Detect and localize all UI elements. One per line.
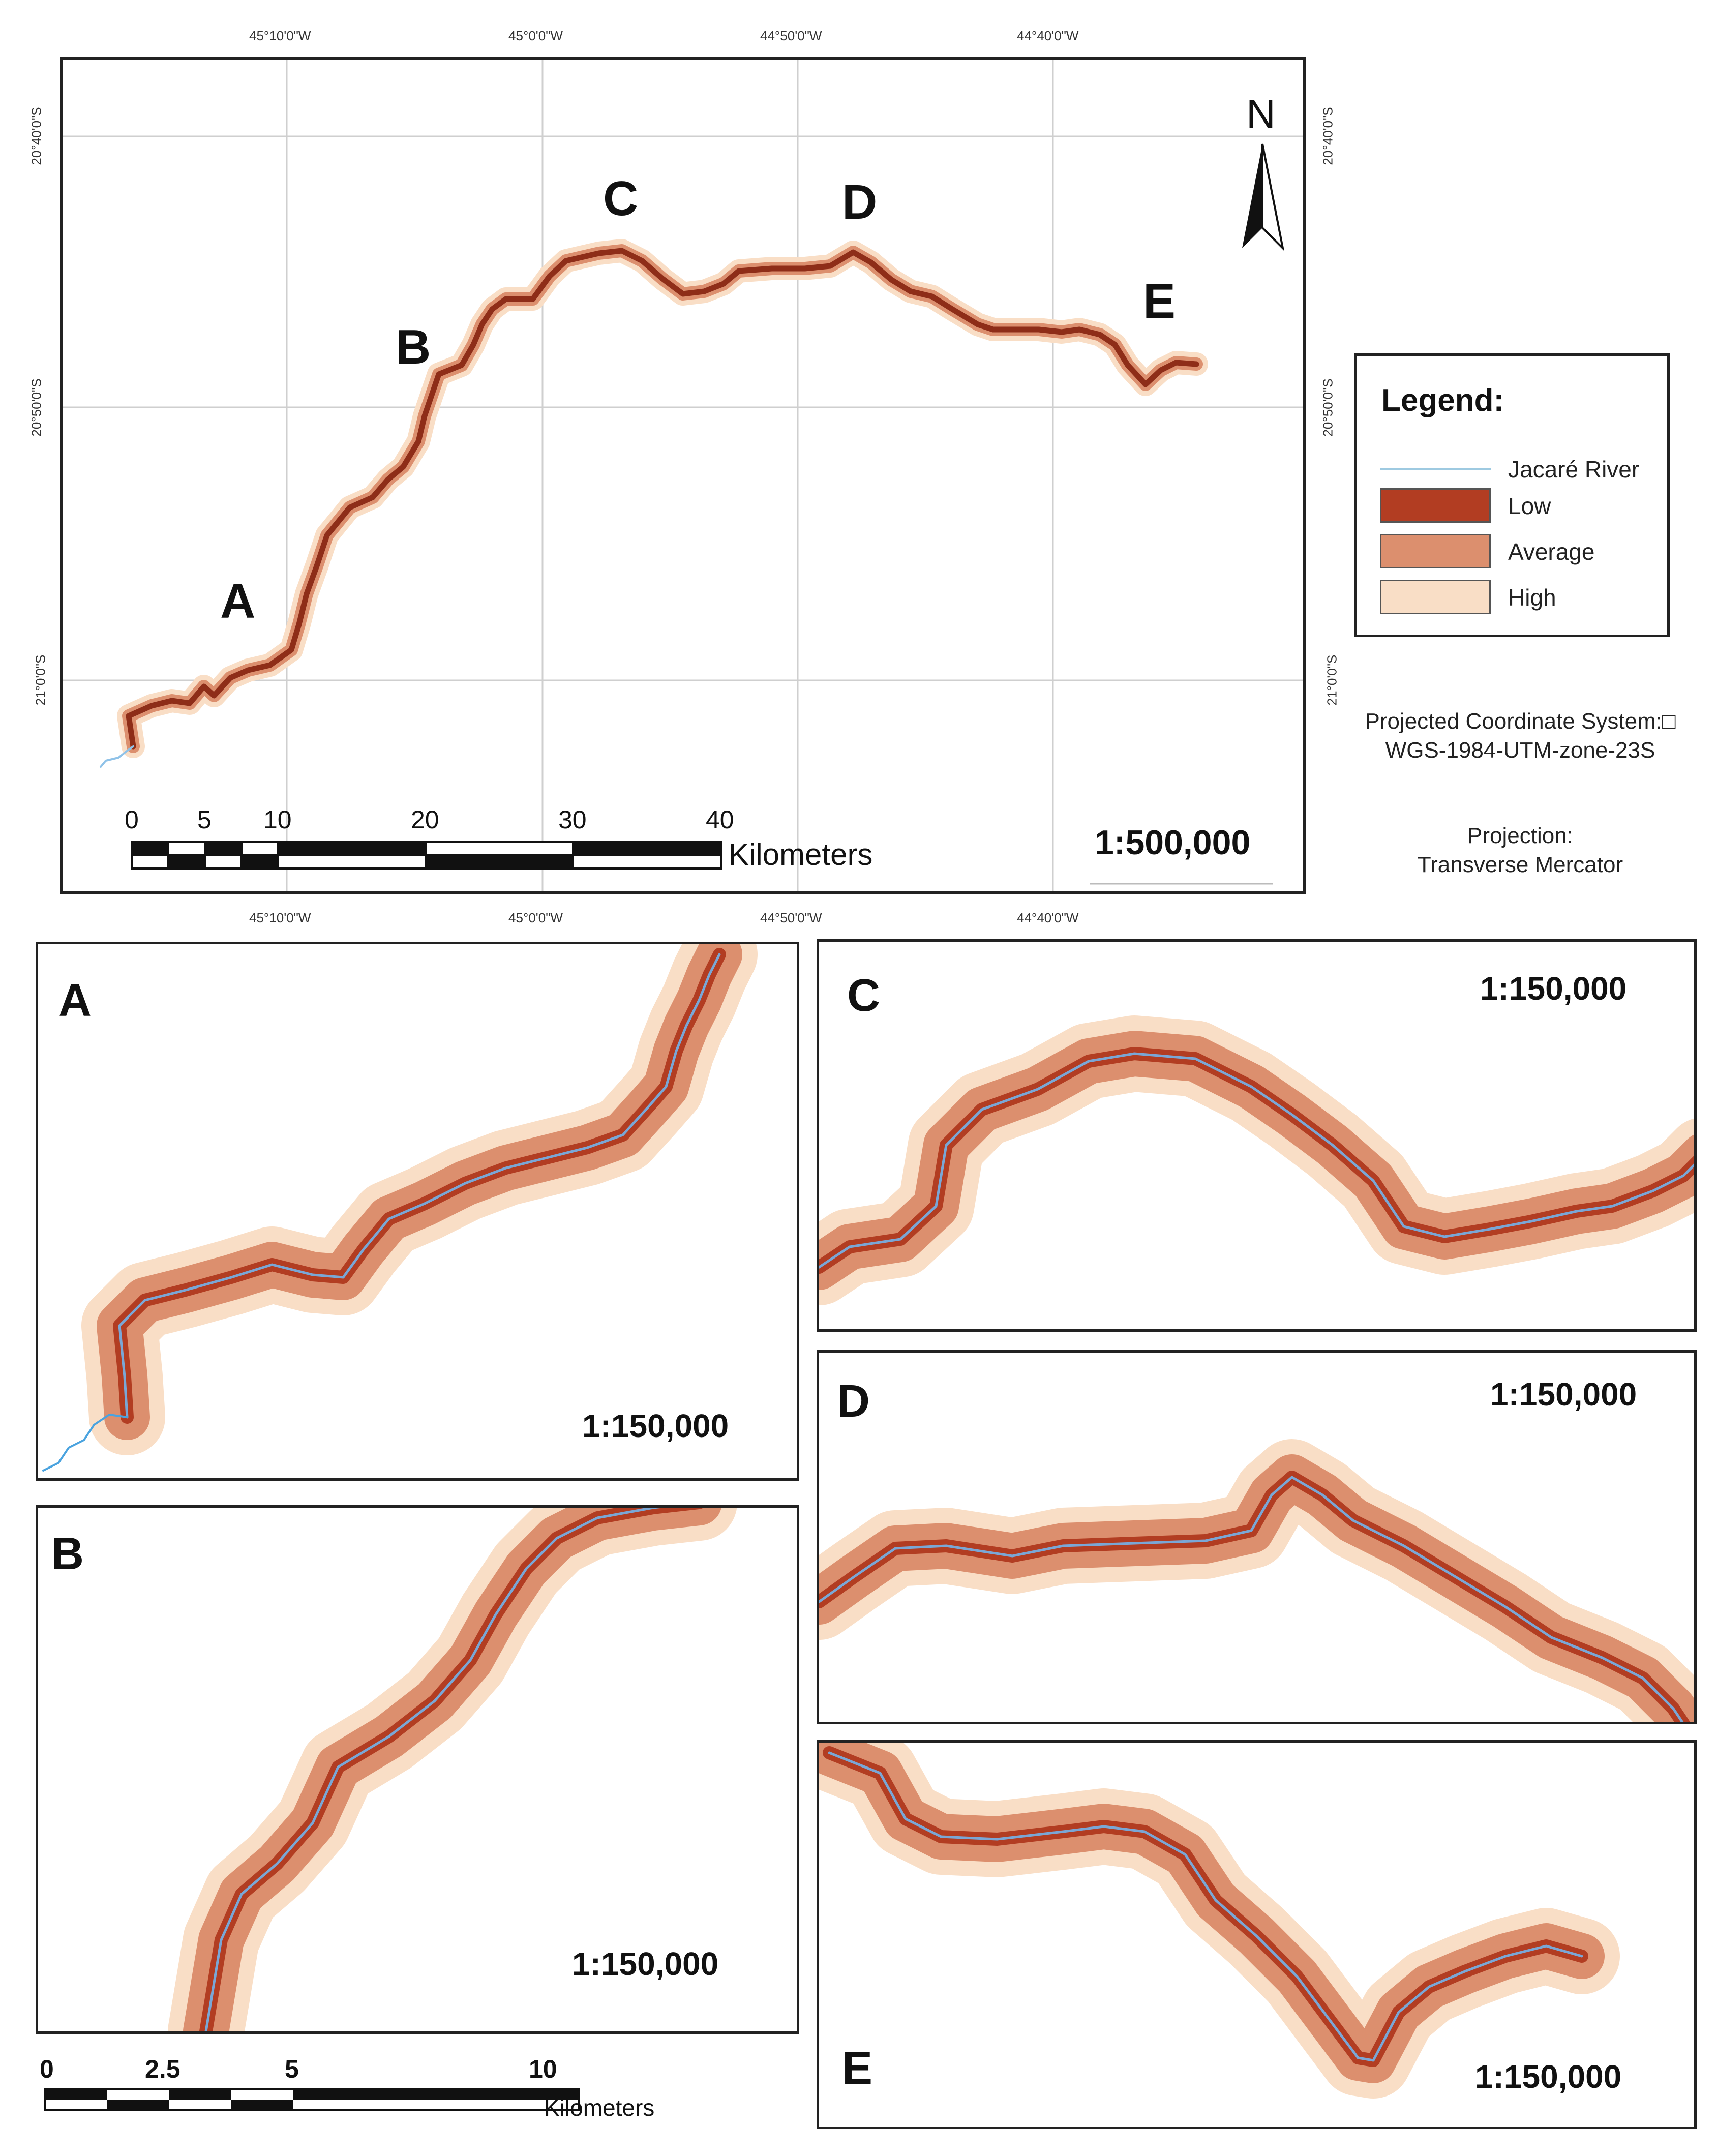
scale-tick-30: 30 bbox=[558, 805, 587, 834]
coordinate-system-value: WGS-1984-UTM-zone-23S bbox=[1385, 738, 1655, 763]
lon-bottom-2: 45°0'0"W bbox=[508, 910, 563, 925]
inset-a: A 1:150,000 bbox=[36, 942, 799, 1481]
inset-a-river-outlet bbox=[42, 1414, 128, 1472]
graticule bbox=[63, 60, 1303, 891]
lat-left-1: 20°40'0"S bbox=[28, 107, 44, 165]
inset-d-scale: 1:150,000 bbox=[1490, 1376, 1637, 1413]
lon-top-1: 45°10'0"W bbox=[249, 28, 311, 43]
site-label-b: B bbox=[396, 320, 431, 374]
coordinate-system-label: Projected Coordinate System:□ bbox=[1365, 709, 1676, 734]
north-label: N bbox=[1246, 91, 1276, 136]
lat-left-2: 20°50'0"S bbox=[28, 378, 44, 437]
legend-label-low: Low bbox=[1508, 493, 1551, 519]
legend-title: Legend: bbox=[1381, 383, 1504, 418]
projection-label: Projection: bbox=[1467, 823, 1573, 848]
inset-d-map[interactable] bbox=[819, 1353, 1694, 1722]
site-label-a: A bbox=[220, 574, 256, 628]
scale-unit: Kilometers bbox=[729, 837, 873, 872]
scale-tick-5: 5 bbox=[197, 805, 212, 834]
inset-d: D 1:150,000 bbox=[817, 1350, 1697, 1724]
inset-d-letter: D bbox=[837, 1376, 870, 1427]
legend-river-line bbox=[1380, 468, 1491, 470]
inset-scale-tick-0: 0 bbox=[40, 2055, 54, 2083]
inset-b-river bbox=[204, 1508, 665, 2031]
legend-item-river: Jacaré River bbox=[1380, 452, 1654, 487]
lon-bottom-4: 44°40'0"W bbox=[1017, 910, 1079, 925]
main-map-frame: A B C D E N 0 5 10 20 30 40 Kilometers 1… bbox=[60, 57, 1306, 894]
inset-d-river bbox=[819, 1476, 1684, 1722]
inset-a-scale: 1:150,000 bbox=[582, 1408, 729, 1444]
inset-b-scale: 1:150,000 bbox=[572, 1945, 719, 1982]
inset-c: C 1:150,000 bbox=[817, 939, 1697, 1332]
lat-right-2: 20°50'0"S bbox=[1320, 378, 1336, 437]
main-map-scale: 1:500,000 bbox=[1095, 823, 1251, 862]
river-jacare-outlet bbox=[100, 745, 134, 768]
legend-item-low: Low bbox=[1380, 488, 1654, 524]
legend-label-average: Average bbox=[1508, 538, 1595, 565]
inset-e-river bbox=[828, 1751, 1583, 2062]
site-label-c: C bbox=[603, 171, 639, 226]
projection-value: Transverse Mercator bbox=[1417, 852, 1623, 878]
lat-right-3: 21°0'0"S bbox=[1324, 654, 1340, 706]
inset-e-scale: 1:150,000 bbox=[1475, 2058, 1622, 2095]
site-label-e: E bbox=[1143, 274, 1176, 328]
north-arrow-icon bbox=[1242, 143, 1285, 252]
main-map-svg[interactable] bbox=[63, 60, 1303, 891]
scale-tick-0: 0 bbox=[125, 805, 139, 834]
inset-a-letter: A bbox=[58, 975, 92, 1026]
coordinate-system-info: Projected Coordinate System:□ WGS-1984-U… bbox=[1337, 707, 1703, 765]
buffer-low bbox=[126, 248, 1199, 750]
inset-scalebar bbox=[44, 2088, 580, 2111]
inset-e: E 1:150,000 bbox=[817, 1740, 1697, 2129]
inset-b-map[interactable] bbox=[38, 1508, 797, 2031]
main-scalebar bbox=[131, 841, 722, 870]
inset-c-letter: C bbox=[847, 970, 880, 1021]
legend-swatch-average bbox=[1380, 534, 1491, 568]
inset-a-river bbox=[118, 953, 721, 1419]
scale-tick-10: 10 bbox=[263, 805, 292, 834]
inset-e-map[interactable] bbox=[819, 1743, 1694, 2127]
inset-c-river bbox=[819, 1052, 1694, 1269]
legend-item-high: High bbox=[1380, 580, 1654, 615]
inset-scale-tick-10: 10 bbox=[529, 2055, 557, 2083]
inset-scale-tick-2-5: 2.5 bbox=[145, 2055, 180, 2083]
buffer-average bbox=[122, 244, 1203, 753]
buffer-zones bbox=[100, 239, 1208, 768]
inset-b: B 1:150,000 bbox=[36, 1505, 799, 2034]
lon-bottom-3: 44°50'0"W bbox=[760, 910, 822, 925]
inset-a-buffer-average bbox=[97, 944, 742, 1440]
lon-top-2: 45°0'0"W bbox=[508, 28, 563, 43]
legend-swatch-high bbox=[1380, 580, 1491, 614]
projection-info: Projection: Transverse Mercator bbox=[1337, 821, 1703, 879]
lon-bottom-1: 45°10'0"W bbox=[249, 910, 311, 925]
lon-top-4: 44°40'0"W bbox=[1017, 28, 1079, 43]
lat-right-1: 20°40'0"S bbox=[1320, 107, 1336, 165]
site-label-d: D bbox=[842, 175, 878, 229]
scale-tick-40: 40 bbox=[706, 805, 734, 834]
lat-left-3: 21°0'0"S bbox=[33, 654, 48, 706]
inset-scale-unit: Kilometers bbox=[544, 2094, 655, 2121]
inset-c-scale: 1:150,000 bbox=[1480, 970, 1627, 1007]
legend-label-high: High bbox=[1508, 584, 1556, 611]
inset-c-map[interactable] bbox=[819, 942, 1694, 1329]
inset-scale-tick-5: 5 bbox=[285, 2055, 299, 2083]
inset-e-letter: E bbox=[842, 2043, 873, 2094]
scale-tick-20: 20 bbox=[411, 805, 439, 834]
legend-label-river: Jacaré River bbox=[1508, 456, 1640, 483]
inset-a-map[interactable] bbox=[38, 944, 797, 1478]
legend: Legend: Jacaré River Low Average High bbox=[1354, 353, 1670, 637]
legend-item-average: Average bbox=[1380, 534, 1654, 570]
lon-top-3: 44°50'0"W bbox=[760, 28, 822, 43]
legend-swatch-low bbox=[1380, 488, 1491, 523]
inset-b-letter: B bbox=[51, 1529, 84, 1579]
